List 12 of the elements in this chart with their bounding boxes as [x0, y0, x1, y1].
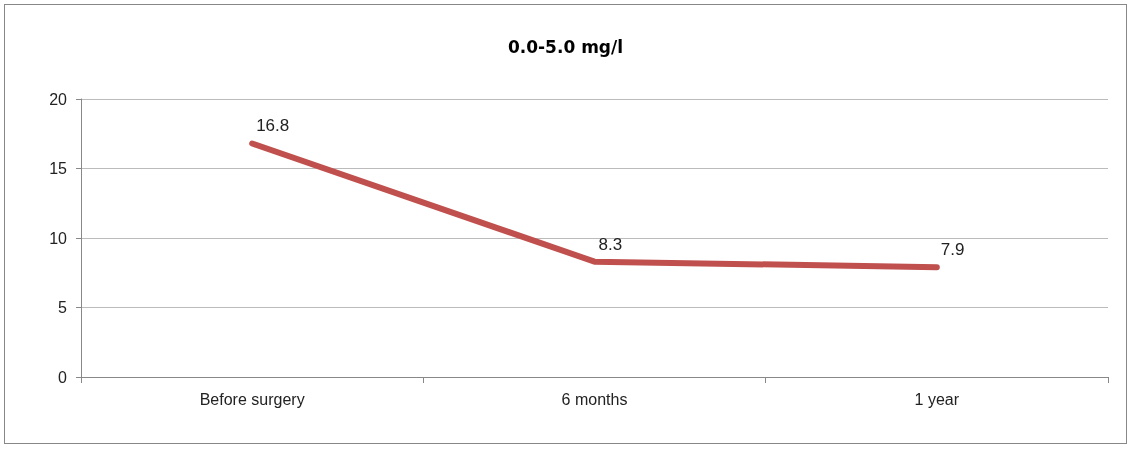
chart-title: 0.0-5.0 mg/l: [507, 36, 624, 57]
y-tick-label: 0: [58, 368, 68, 386]
x-tick-label: Before surgery: [199, 390, 305, 408]
data-label: 7.9: [940, 240, 965, 260]
x-tick-label: 6 months: [561, 390, 628, 408]
data-label: 8.3: [598, 234, 623, 254]
y-tick-label: 10: [49, 229, 68, 247]
x-tick-label: 1 year: [914, 390, 960, 408]
y-tick-label: 5: [58, 299, 68, 316]
y-tick-label: 15: [49, 160, 68, 177]
y-tick-label: 20: [49, 90, 68, 108]
data-label: 16.8: [256, 116, 290, 136]
